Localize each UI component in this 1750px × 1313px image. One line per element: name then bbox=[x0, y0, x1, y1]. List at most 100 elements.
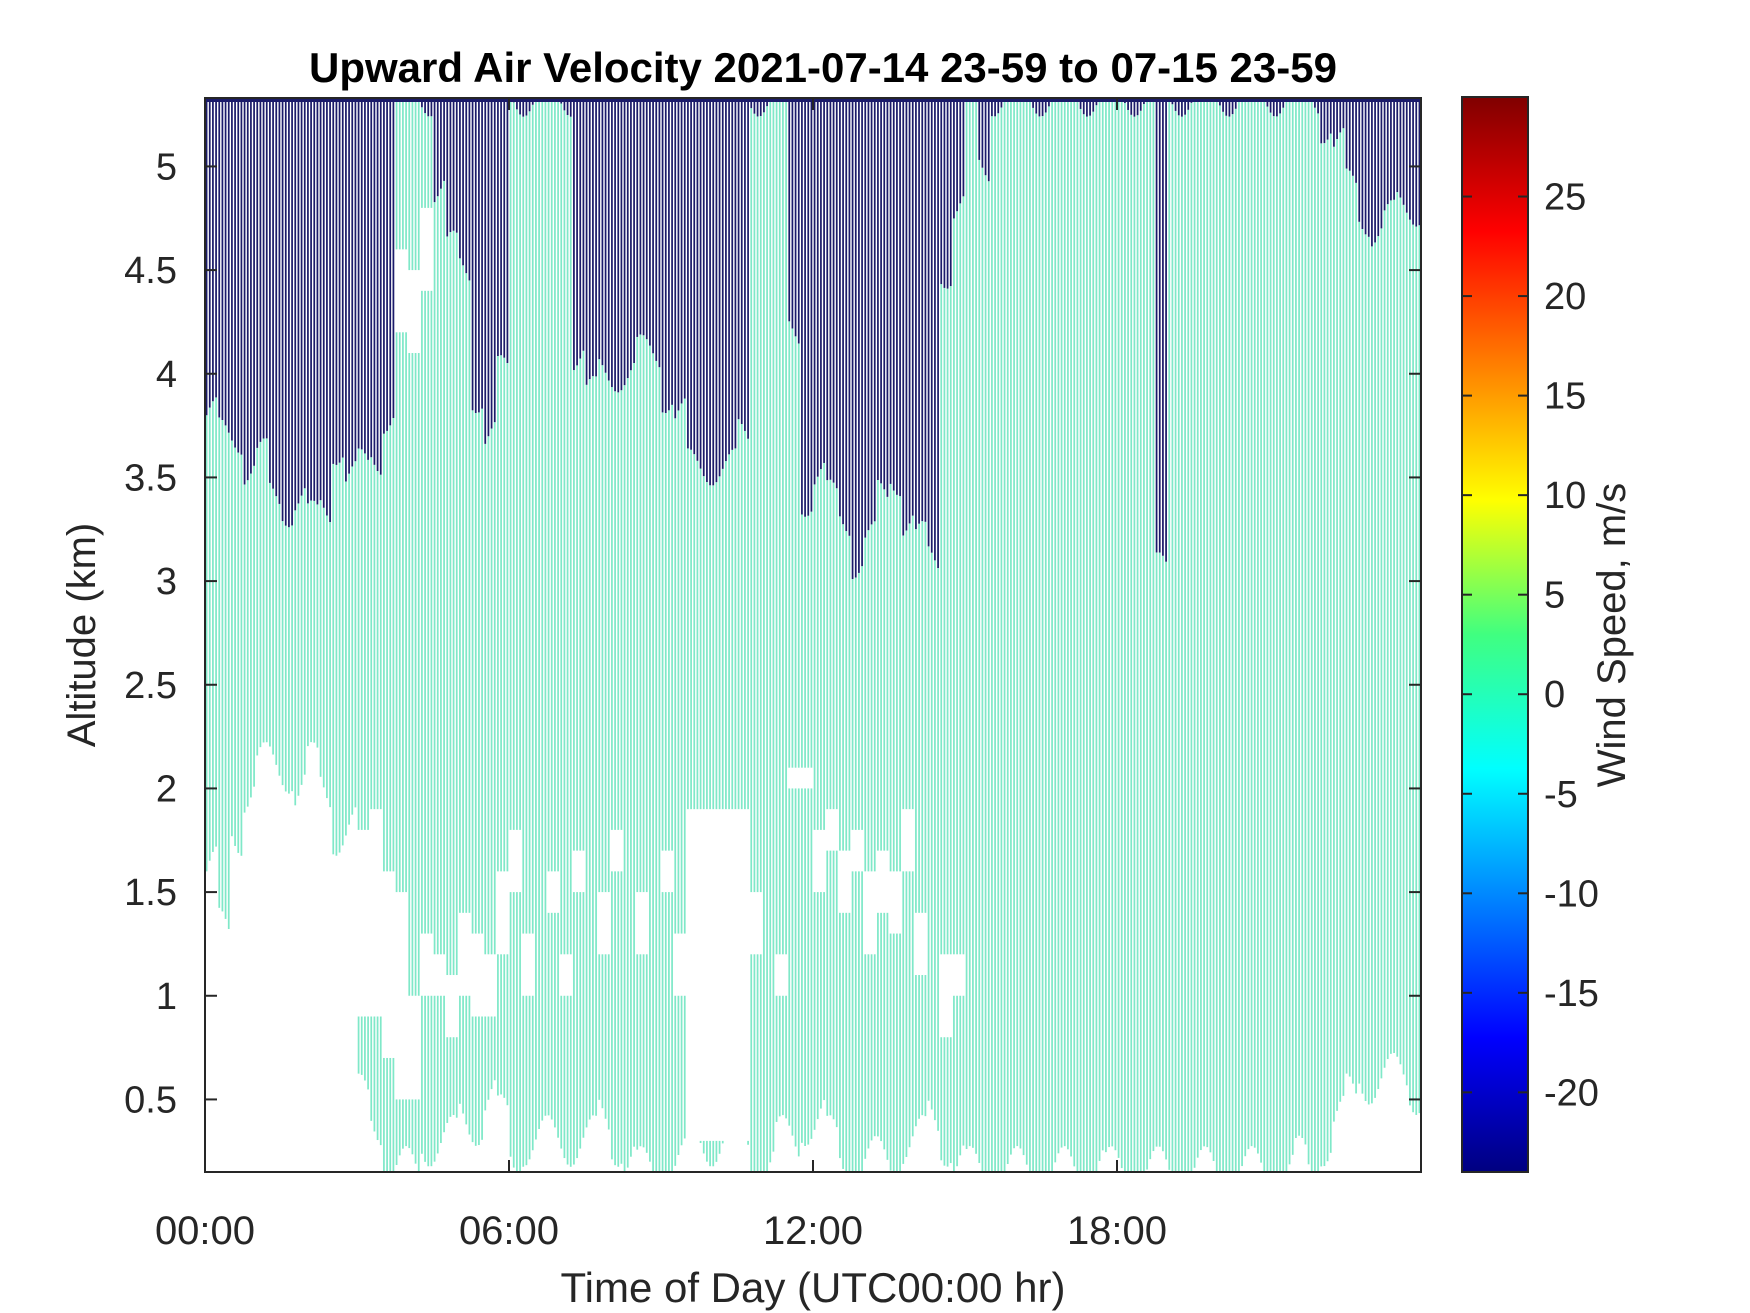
heatmap-cell-near-zero bbox=[1206, 98, 1209, 1148]
heatmap-cell-near-zero bbox=[395, 1099, 398, 1166]
heatmap-cell-near-zero bbox=[858, 572, 860, 830]
heatmap-cell-near-zero bbox=[674, 418, 677, 934]
heatmap-cell-negative bbox=[351, 98, 354, 467]
heatmap-cell-near-zero bbox=[1212, 98, 1215, 1162]
heatmap-cell-near-zero bbox=[560, 103, 563, 955]
heatmap-cell-negative bbox=[658, 98, 661, 368]
heatmap-cell-near-zero bbox=[1155, 552, 1158, 1147]
heatmap-cell-negative bbox=[899, 98, 901, 497]
heatmap-cell-negative bbox=[427, 98, 430, 117]
heatmap-cell-negative bbox=[1405, 98, 1408, 213]
heatmap-cell-near-zero bbox=[1279, 113, 1281, 1172]
heatmap-cell-near-zero bbox=[278, 503, 281, 776]
heatmap-cell-near-zero bbox=[297, 503, 300, 796]
heatmap-cell-negative bbox=[338, 98, 341, 463]
heatmap-cell-negative bbox=[326, 98, 328, 516]
heatmap-cell-near-zero bbox=[645, 339, 648, 893]
heatmap-cell-negative bbox=[1130, 98, 1133, 115]
heatmap-cell-negative bbox=[278, 98, 281, 504]
heatmap-cell-near-zero bbox=[319, 500, 322, 777]
heatmap-cell-near-zero bbox=[1352, 175, 1354, 1084]
heatmap-cell-negative bbox=[1361, 98, 1364, 229]
heatmap-cell-near-zero bbox=[1276, 116, 1278, 1172]
heatmap-cell-negative bbox=[1272, 98, 1275, 117]
heatmap-cell-negative bbox=[896, 98, 898, 495]
heatmap-cell-near-zero bbox=[864, 954, 867, 1159]
colorbar-tick-label: -15 bbox=[1544, 973, 1599, 1015]
heatmap-cell-near-zero bbox=[1358, 221, 1361, 1084]
heatmap-cell-near-zero bbox=[557, 98, 559, 872]
heatmap-cell-near-zero bbox=[1225, 115, 1228, 1172]
heatmap-cell-negative bbox=[934, 98, 936, 561]
heatmap-cell-near-zero bbox=[617, 392, 620, 830]
heatmap-cell-near-zero bbox=[408, 353, 411, 996]
heatmap-cell-near-zero bbox=[1234, 108, 1237, 1172]
heatmap-cell-near-zero bbox=[433, 995, 436, 1162]
heatmap-cell-negative bbox=[1342, 98, 1345, 129]
heatmap-cell-near-zero bbox=[468, 280, 471, 913]
heatmap-cell-near-zero bbox=[633, 363, 635, 1147]
heatmap-cell-near-zero bbox=[883, 912, 886, 1150]
heatmap-cell-near-zero bbox=[823, 892, 825, 1101]
heatmap-cell-near-zero bbox=[611, 387, 613, 830]
heatmap-cell-negative bbox=[839, 98, 841, 517]
heatmap-cell-near-zero bbox=[582, 350, 585, 851]
heatmap-cell-near-zero bbox=[1418, 225, 1421, 1114]
heatmap-cell-negative bbox=[953, 98, 955, 219]
heatmap-cell-near-zero bbox=[392, 418, 395, 872]
heatmap-cell-negative bbox=[1000, 98, 1003, 108]
heatmap-cell-near-zero bbox=[376, 1016, 379, 1141]
heatmap-cell-near-zero bbox=[1393, 199, 1395, 1054]
heatmap-cell-negative bbox=[459, 98, 461, 259]
heatmap-cell-near-zero bbox=[1136, 115, 1139, 1172]
heatmap-cell-near-zero bbox=[696, 460, 699, 810]
heatmap-cell-near-zero bbox=[832, 482, 835, 810]
heatmap-cell-negative bbox=[661, 98, 664, 413]
heatmap-cell-near-zero bbox=[414, 98, 417, 271]
heatmap-cell-near-zero bbox=[452, 1037, 455, 1115]
heatmap-cell-near-zero bbox=[446, 236, 449, 976]
heatmap-cell-near-zero bbox=[234, 447, 236, 846]
heatmap-cell-negative bbox=[310, 98, 312, 501]
colorbar-tick-label: 5 bbox=[1544, 575, 1565, 617]
heatmap-cell-negative bbox=[652, 98, 654, 354]
heatmap-cell-near-zero bbox=[493, 1016, 496, 1081]
heatmap-cell-near-zero bbox=[1342, 128, 1345, 1096]
colorbar-tick-label: 25 bbox=[1544, 177, 1586, 219]
heatmap-cell-near-zero bbox=[1193, 98, 1196, 1168]
heatmap-cell-near-zero bbox=[411, 353, 414, 996]
heatmap-cell-negative bbox=[766, 98, 768, 107]
heatmap-cell-negative bbox=[1269, 98, 1272, 113]
heatmap-cell-near-zero bbox=[706, 1140, 708, 1162]
colorbar-tick-label: -5 bbox=[1544, 774, 1578, 816]
heatmap-cell-near-zero bbox=[471, 410, 474, 934]
heatmap-cell-near-zero bbox=[367, 459, 369, 830]
heatmap-cell-negative bbox=[699, 98, 702, 469]
heatmap-cell-near-zero bbox=[813, 484, 816, 830]
heatmap-cell-near-zero bbox=[652, 353, 654, 1172]
x-tick-label: 00:00 bbox=[155, 1209, 255, 1253]
heatmap-cell-negative bbox=[218, 98, 221, 418]
heatmap-cell-near-zero bbox=[892, 933, 895, 1172]
heatmap-cell-negative bbox=[370, 98, 373, 458]
heatmap-cell-near-zero bbox=[566, 995, 569, 1165]
heatmap-cell-negative bbox=[642, 98, 645, 336]
heatmap-cell-near-zero bbox=[851, 871, 854, 1172]
heatmap-cell-near-zero bbox=[668, 410, 670, 851]
heatmap-cell-negative bbox=[595, 98, 597, 377]
heatmap-cell-near-zero bbox=[427, 290, 430, 934]
y-tick-label: 1.5 bbox=[124, 872, 177, 914]
heatmap-cell-near-zero bbox=[778, 995, 781, 1117]
heatmap-cell-near-zero bbox=[522, 995, 525, 1167]
heatmap-cell-near-zero bbox=[956, 995, 958, 1167]
heatmap-cell-negative bbox=[579, 98, 582, 359]
heatmap-cell-negative bbox=[1380, 98, 1383, 229]
heatmap-cell-near-zero bbox=[550, 98, 553, 872]
heatmap-cell-near-zero bbox=[797, 343, 800, 768]
heatmap-cell-negative bbox=[810, 98, 813, 512]
heatmap-cell-near-zero bbox=[797, 788, 800, 1157]
heatmap-cell-negative bbox=[1044, 98, 1047, 113]
heatmap-cell-negative bbox=[1377, 98, 1380, 237]
heatmap-cell-near-zero bbox=[262, 438, 265, 743]
colorbar bbox=[1461, 96, 1529, 1173]
